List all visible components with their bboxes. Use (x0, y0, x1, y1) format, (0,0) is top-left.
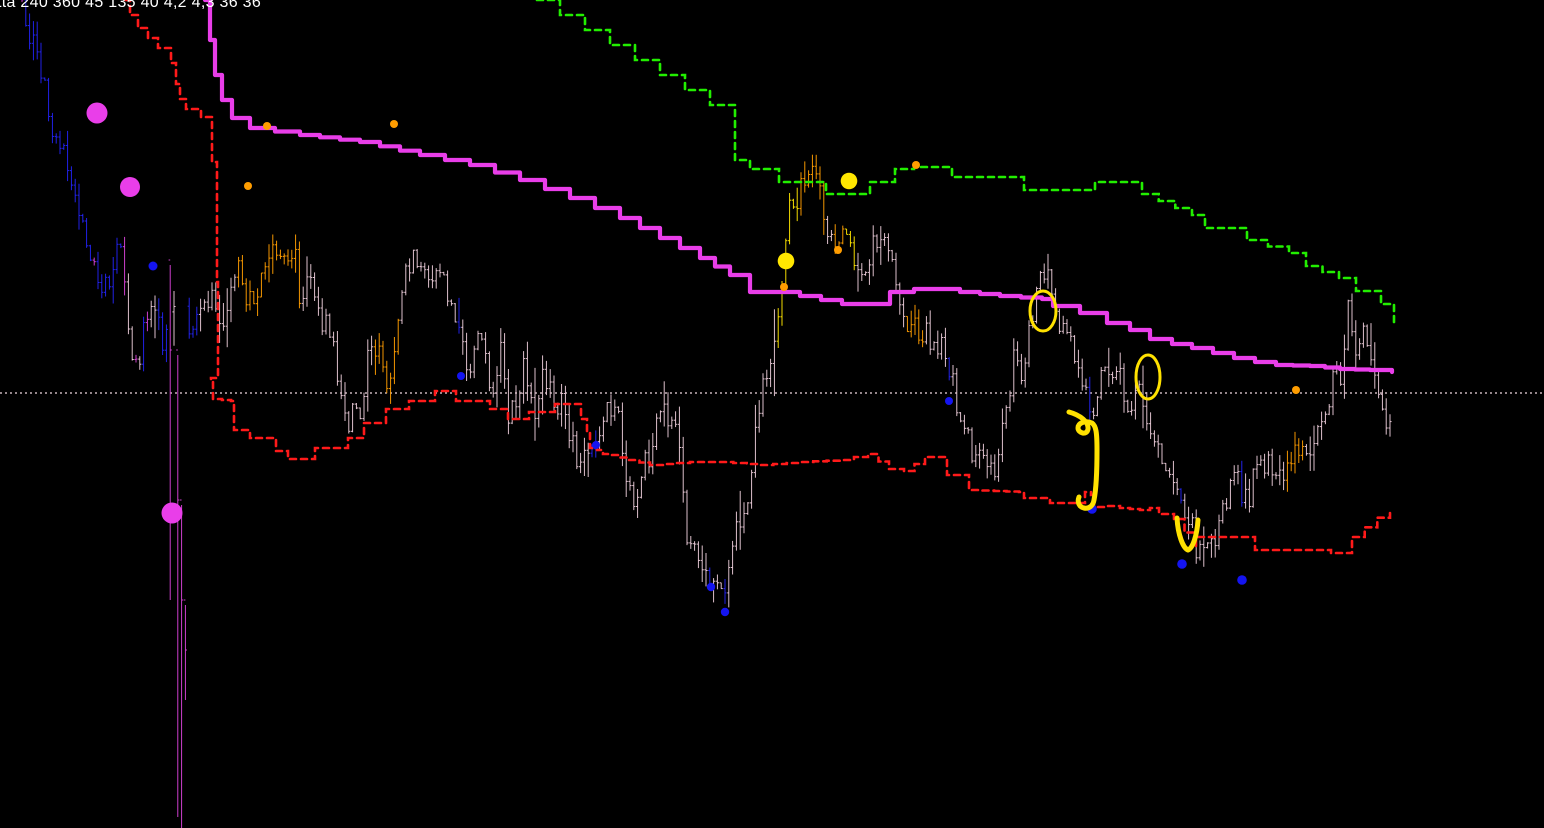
svg-text:tta 240 360 45 135 40 4,2 4,3: tta 240 360 45 135 40 4,2 4,3 36 36 (0, 0, 261, 11)
